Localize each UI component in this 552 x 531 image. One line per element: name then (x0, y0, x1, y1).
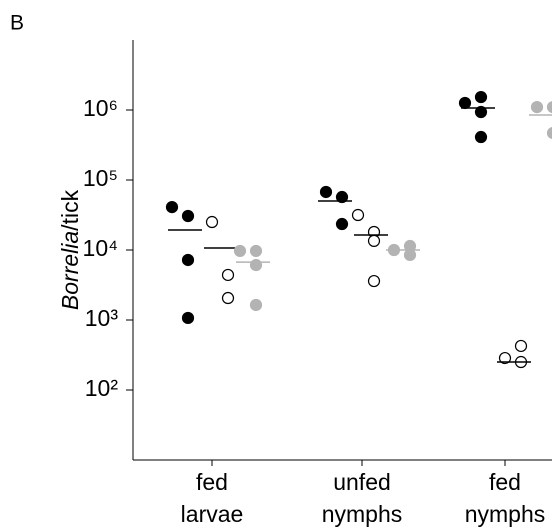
data-point (165, 201, 179, 214)
data-point (458, 96, 472, 110)
y-tick-label: 10⁵ (83, 165, 118, 191)
y-tick-label: 10³ (85, 305, 119, 331)
data-point (546, 127, 552, 140)
y-label-italic: Borrelia (57, 231, 83, 310)
data-point (181, 253, 195, 267)
data-point (181, 209, 195, 223)
data-point (514, 339, 528, 353)
data-point (205, 215, 219, 229)
y-axis-label: Borrelia/tick (57, 189, 83, 310)
data-point (367, 274, 381, 288)
data-point (319, 185, 333, 199)
data-point (335, 190, 349, 204)
data-point (221, 268, 235, 282)
data-point (474, 105, 488, 119)
data-point (351, 208, 365, 222)
data-point (233, 244, 247, 258)
data-point (181, 311, 195, 325)
data-point (530, 101, 544, 114)
data-point (249, 244, 263, 258)
y-label-rest: /tick (57, 189, 83, 230)
x-tick-label: fed larvae (180, 469, 244, 527)
data-point (498, 351, 512, 365)
data-point (474, 130, 488, 144)
x-tick-label: unfed nymphs (321, 469, 403, 527)
data-point (249, 298, 263, 312)
y-tick-label: 10⁴ (83, 235, 118, 261)
y-tick-label: 10⁶ (83, 95, 118, 121)
panel-label: B (10, 12, 24, 35)
y-tick-label: 10² (85, 375, 119, 401)
data-point (221, 291, 235, 305)
data-point (474, 90, 488, 104)
data-point (403, 248, 417, 262)
data-point (335, 217, 349, 231)
x-tick-label: fed nymphs (464, 469, 546, 527)
data-point (249, 258, 263, 272)
data-point (546, 101, 552, 114)
data-point (367, 234, 381, 247)
